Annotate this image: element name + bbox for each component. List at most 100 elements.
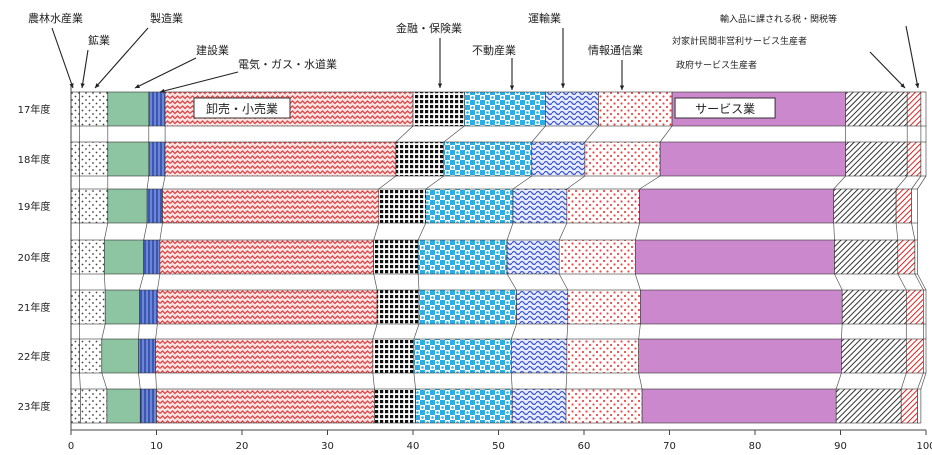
bar-segment xyxy=(511,388,567,424)
category-label: 23年度 xyxy=(18,400,51,413)
bar-segment xyxy=(146,188,163,224)
bar-segment xyxy=(70,91,80,127)
bar-segment xyxy=(584,141,661,177)
bar-segment xyxy=(841,289,907,325)
bar-segment xyxy=(920,91,927,127)
connector-line xyxy=(378,175,397,190)
bar-segment xyxy=(917,388,922,424)
bar-segment xyxy=(104,239,144,275)
callout-arrowhead xyxy=(900,83,905,88)
bar-segment xyxy=(162,188,380,224)
x-tick-label: 10 xyxy=(150,441,163,452)
callout-label: 鉱業 xyxy=(88,33,110,47)
bar-segment xyxy=(443,141,533,177)
bar-segment xyxy=(70,141,80,177)
connector-line xyxy=(372,372,375,390)
callout-arrow xyxy=(81,49,89,89)
connector-line xyxy=(506,273,517,291)
connector-line xyxy=(841,323,843,340)
bar-segment xyxy=(107,188,148,224)
callout-arrow xyxy=(51,27,74,89)
connector-line xyxy=(143,222,148,241)
connector-line xyxy=(417,273,420,291)
connector-lines xyxy=(70,125,927,390)
connector-line xyxy=(103,222,109,241)
connector-line xyxy=(917,372,924,390)
callout-label: 金融・保険業 xyxy=(396,21,462,35)
bar-segment xyxy=(506,239,560,275)
callout-label: 輸入品に課される税・関税等 xyxy=(720,13,837,25)
callout-label: 対家計民間非営利サービス生産者 xyxy=(672,35,807,47)
bar-segment xyxy=(104,289,140,325)
x-tick-label: 40 xyxy=(407,441,420,452)
category-label: 18年度 xyxy=(18,153,51,166)
connector-line xyxy=(634,273,641,291)
connector-line xyxy=(565,372,568,390)
bar-segment xyxy=(425,188,514,224)
bar-segment xyxy=(79,188,109,224)
bar-segment xyxy=(374,388,416,424)
bar-segment xyxy=(905,289,924,325)
bar-segment xyxy=(565,388,643,424)
connector-line xyxy=(157,273,161,291)
x-tick-label: 100 xyxy=(916,441,932,452)
connector-line xyxy=(531,125,546,143)
callout-arrow xyxy=(94,27,149,89)
connector-line xyxy=(373,222,380,241)
bar-segment xyxy=(79,239,105,275)
connector-line xyxy=(510,372,513,390)
connector-line xyxy=(512,175,532,190)
inside-label: サービス業 xyxy=(695,102,755,116)
callout-arrowhead xyxy=(95,83,100,88)
connector-line xyxy=(900,372,907,390)
bar-segment xyxy=(148,141,166,177)
connector-line xyxy=(917,273,927,291)
callout-label: 建設業 xyxy=(196,43,229,57)
bar-segment xyxy=(833,188,897,224)
connector-line xyxy=(155,372,157,390)
connector-line xyxy=(659,125,673,143)
bar-segment xyxy=(895,188,912,224)
bar-segment xyxy=(79,289,106,325)
bar-segment xyxy=(845,141,908,177)
connector-line xyxy=(162,175,166,190)
bar-segment xyxy=(79,91,109,127)
bar-segment xyxy=(558,239,636,275)
bar-segment xyxy=(417,239,508,275)
callout-label: 電気・ガス・水道業 xyxy=(238,57,337,71)
connector-line xyxy=(138,323,140,340)
bar-segment xyxy=(659,141,846,177)
x-tick-label: 0 xyxy=(68,441,74,452)
connector-line xyxy=(417,222,427,241)
bar-segment xyxy=(638,338,842,374)
connector-line xyxy=(372,323,378,340)
callout-arrowhead xyxy=(135,84,140,88)
bar-segment xyxy=(70,289,80,325)
callout-label: 運輸業 xyxy=(528,11,561,25)
category-labels: 17年度 18年度 19年度 20年度 21年度 22年度 23年度 xyxy=(18,103,51,413)
callout-label: 情報通信業 xyxy=(588,44,643,57)
callout-label: 農林水産業 xyxy=(28,11,83,25)
category-label: 21年度 xyxy=(18,301,51,314)
bar-segment xyxy=(897,239,916,275)
bar-segment xyxy=(639,188,834,224)
bar-segment xyxy=(412,91,465,127)
bar-segment xyxy=(914,239,918,275)
connector-line xyxy=(895,175,908,190)
bar-segment xyxy=(106,388,141,424)
connector-line xyxy=(506,222,514,241)
bar-segment xyxy=(157,289,378,325)
bar-segment xyxy=(906,141,922,177)
connector-line xyxy=(911,222,916,241)
bar-segment xyxy=(834,239,899,275)
bar-segment xyxy=(923,289,927,325)
bar-segment xyxy=(598,91,673,127)
bar-segment xyxy=(373,239,419,275)
callout-arrow xyxy=(905,25,919,89)
bar-segment xyxy=(148,91,166,127)
connector-line xyxy=(833,222,835,241)
bar-segment xyxy=(164,141,397,177)
bar-segment xyxy=(70,239,80,275)
connector-line xyxy=(911,175,922,190)
